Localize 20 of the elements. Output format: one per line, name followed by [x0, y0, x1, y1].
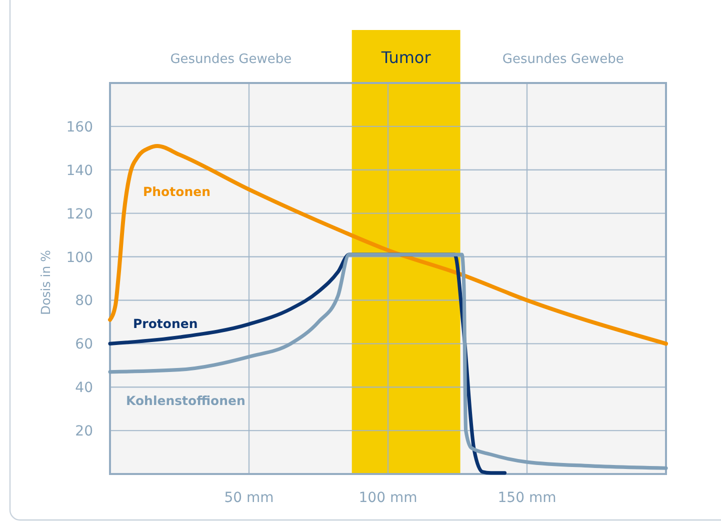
y-tick-label: 140 — [66, 162, 93, 179]
line-series — [108, 144, 668, 346]
y-tick-label: 160 — [66, 119, 93, 136]
y-axis-title: Dosis in % — [38, 250, 53, 315]
y-tick-label: 40 — [75, 380, 93, 396]
y-tick-label: 100 — [66, 250, 93, 266]
series-label: Kohlenstoffionen — [126, 393, 246, 408]
y-tick-label: 120 — [66, 206, 93, 222]
y-tick-label: 60 — [75, 336, 93, 353]
series-label: Protonen — [133, 316, 198, 331]
y-tick-label: 80 — [75, 293, 93, 310]
series-label: Photonen — [143, 184, 210, 199]
band-label: Tumor — [380, 48, 432, 67]
y-tick-label: 20 — [75, 424, 93, 440]
x-tick-label: 50 mm — [224, 490, 274, 506]
text: Gesundes Gewebe — [502, 52, 624, 67]
x-tick-label: 100 mm — [358, 490, 418, 506]
line-series — [108, 252, 668, 470]
x-tick-label: 150 mm — [498, 490, 556, 506]
text: Gesundes Gewebe — [170, 52, 292, 67]
